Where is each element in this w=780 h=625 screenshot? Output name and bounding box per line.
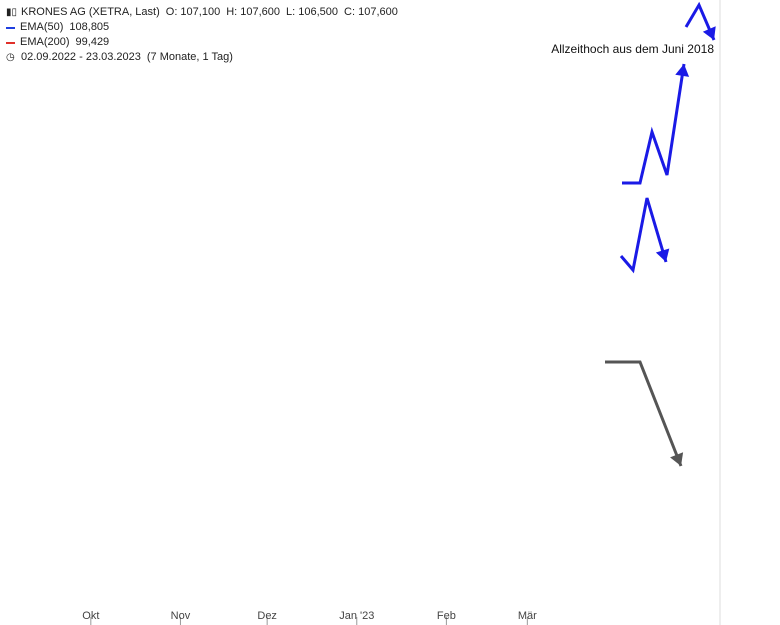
ema200-swatch: [6, 41, 15, 44]
ema200-label: EMA(200): [20, 36, 70, 48]
ohlc-low: L: 106,500: [286, 6, 339, 18]
scenario-arrow-bounce: [619, 197, 668, 274]
ohlc-open: O: 107,100: [165, 6, 221, 18]
candlestick-icon: ▮▯: [6, 7, 18, 18]
ema200-value: 99,429: [75, 36, 110, 48]
x-tick-label: Okt: [82, 610, 99, 622]
ohlc-close: C: 107,600: [344, 6, 398, 18]
period-label: (7 Monate, 1 Tag): [146, 51, 233, 63]
scenario-arrow-ath-head: [702, 26, 716, 40]
x-tick-label: Feb: [437, 610, 456, 622]
legend-row-range: ◷ 02.09.2022 - 23.03.2023 (7 Monate, 1 T…: [6, 50, 398, 65]
scenario-arrow-bounce-head: [655, 248, 670, 262]
legend-row-ema200: EMA(200) 99,429: [6, 35, 398, 50]
chart-legend: ▮▯ KRONES AG (XETRA, Last) O: 107,100 H:…: [6, 5, 398, 65]
ath-annotation: Allzeithoch aus dem Juni 2018: [551, 42, 714, 56]
legend-row-instrument: ▮▯ KRONES AG (XETRA, Last) O: 107,100 H:…: [6, 5, 398, 20]
legend-row-ema50: EMA(50) 108,805: [6, 20, 398, 35]
scenario-arrow-down-head: [670, 452, 684, 466]
ema50-swatch: [6, 26, 15, 29]
scenario-arrow-breakout-head: [675, 64, 690, 77]
x-tick-label: Dez: [257, 610, 277, 622]
x-tick-label: Nov: [171, 610, 191, 622]
ohlc-high: H: 107,600: [226, 6, 281, 18]
instrument-name: KRONES AG (XETRA, Last): [21, 6, 160, 18]
x-tick-label: Jan '23: [339, 610, 374, 622]
ema50-label: EMA(50): [20, 21, 64, 33]
date-range: 02.09.2022 - 23.03.2023: [21, 51, 141, 63]
x-tick-label: Mär: [518, 610, 537, 622]
clock-icon: ◷: [6, 52, 15, 63]
ema50-value: 108,805: [69, 21, 110, 33]
scenario-arrow-down: [605, 360, 683, 467]
scenario-arrow-breakout: [622, 63, 686, 185]
scenario-arrow-ath: [684, 1, 716, 41]
